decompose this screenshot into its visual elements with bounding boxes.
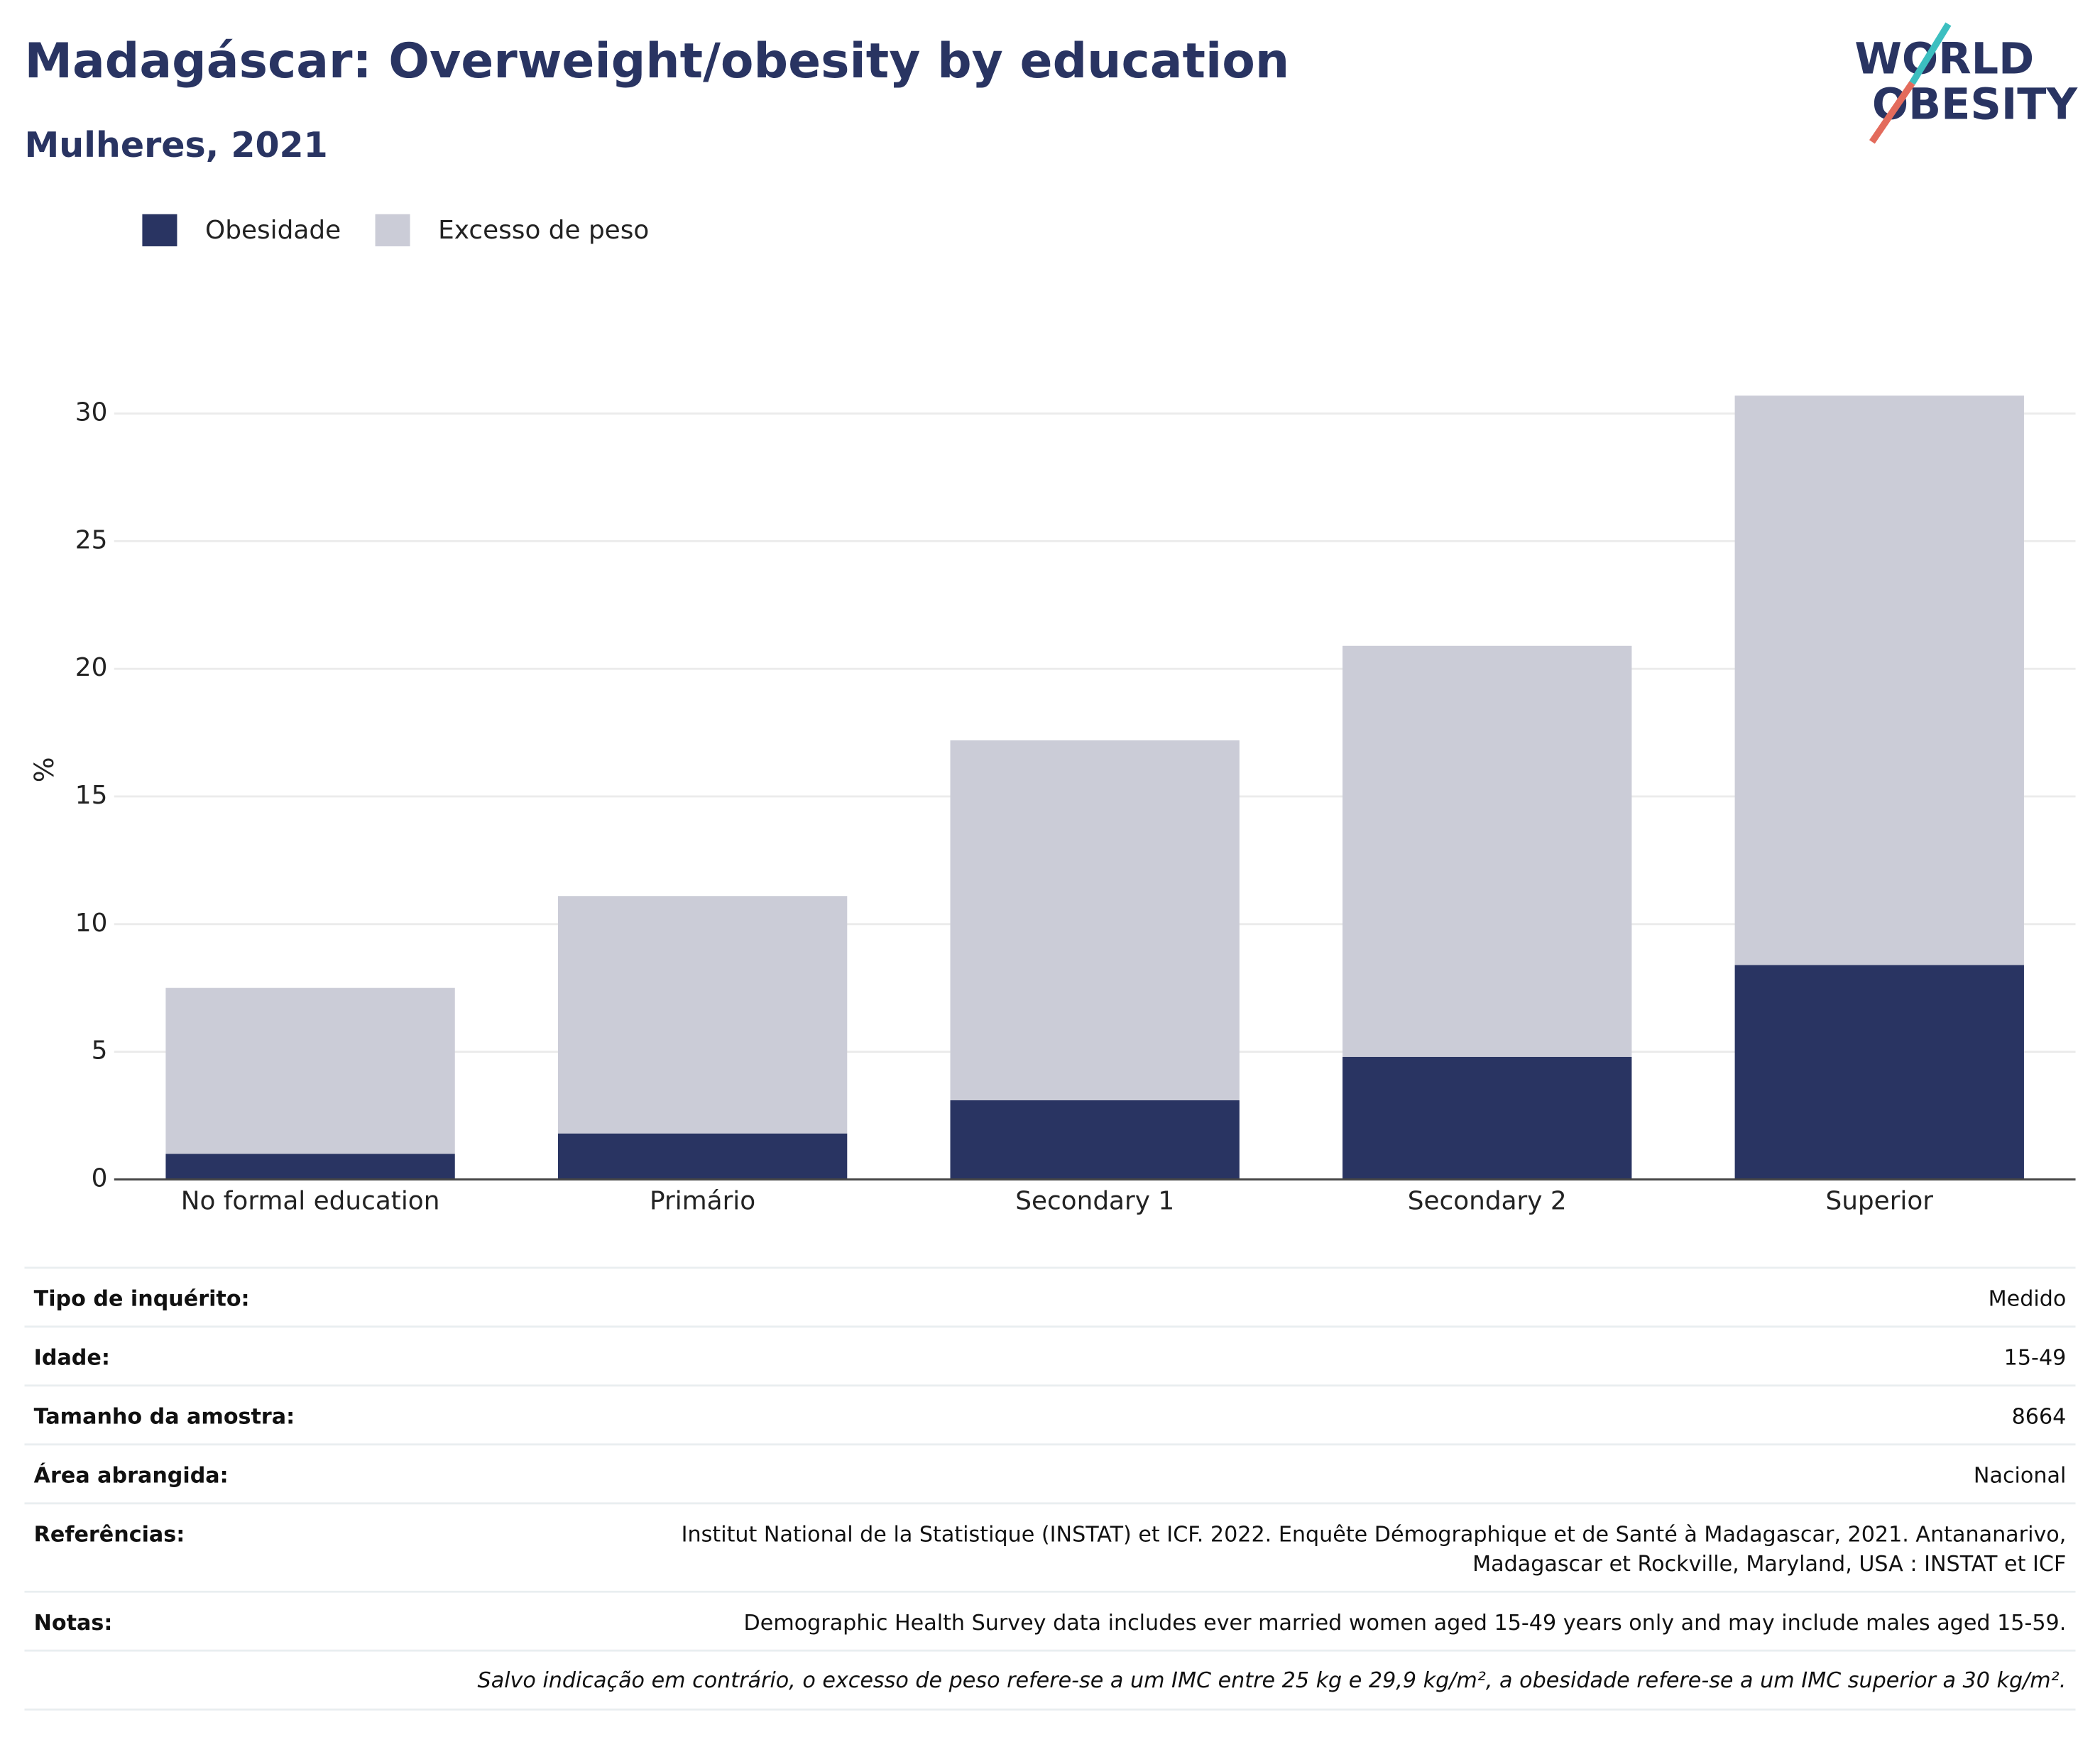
bar-segment (1342, 1056, 1632, 1180)
y-tick-label: 10 (75, 909, 108, 938)
table-value: Madagascar et Rockville, Maryland, USA :… (1472, 1552, 2066, 1577)
bar-segment (950, 740, 1240, 1100)
logo: WORLD OBESITY (1854, 22, 2079, 144)
x-tick-label: No formal education (181, 1186, 440, 1215)
table-value: Institut National de la Statistique (INS… (682, 1523, 2067, 1548)
table-value: 8664 (2012, 1405, 2067, 1430)
logo-text: OBESITY (1872, 80, 2079, 129)
table-label: Tamanho da amostra: (34, 1405, 295, 1430)
table-label: Referências: (34, 1523, 185, 1548)
y-tick-label: 20 (75, 653, 108, 682)
table-value: Medido (1989, 1287, 2067, 1312)
bar-segment (557, 1133, 848, 1180)
logo-text: WORLD (1854, 34, 2034, 84)
x-tick-label: Secondary 2 (1408, 1186, 1567, 1215)
x-tick-label: Superior (1825, 1186, 1933, 1215)
table-value: Nacional (1974, 1464, 2066, 1489)
table-label: Área abrangida: (34, 1463, 229, 1489)
legend-label: Excesso de peso (438, 216, 649, 245)
bar-segment (1734, 965, 2024, 1180)
table-value: 15-49 (2004, 1346, 2067, 1371)
x-tick-label: Primário (650, 1186, 755, 1215)
table-footnote: Salvo indicação em contrário, o excesso … (478, 1668, 2067, 1693)
table-label: Tipo de inquérito: (34, 1287, 250, 1312)
y-tick-label: 25 (75, 525, 108, 554)
legend-label: Obesidade (205, 216, 341, 245)
logo-stroke (1909, 22, 1952, 85)
y-tick-label: 0 (92, 1163, 108, 1193)
bar-segment (557, 896, 848, 1134)
bar-segment (1342, 645, 1632, 1057)
chart-subtitle: Mulheres, 2021 (24, 124, 327, 165)
y-tick-label: 5 (92, 1036, 108, 1066)
x-tick-label: Secondary 1 (1015, 1186, 1174, 1215)
chart-title: Madagáscar: Overweight/obesity by educat… (24, 33, 1289, 89)
y-axis-label: % (28, 757, 60, 782)
table-label: Notas: (34, 1611, 113, 1636)
logo-stroke (1869, 81, 1915, 144)
bar-segment (950, 1100, 1240, 1180)
legend-swatch (375, 214, 410, 246)
bar-segment (165, 1154, 455, 1180)
table-label: Idade: (34, 1346, 110, 1371)
y-tick-label: 30 (75, 398, 108, 427)
legend-swatch (142, 214, 177, 246)
bar-segment (165, 987, 455, 1154)
bar-segment (1734, 395, 2024, 965)
table-value: Demographic Health Survey data includes … (744, 1611, 2067, 1636)
y-tick-label: 15 (75, 781, 108, 810)
